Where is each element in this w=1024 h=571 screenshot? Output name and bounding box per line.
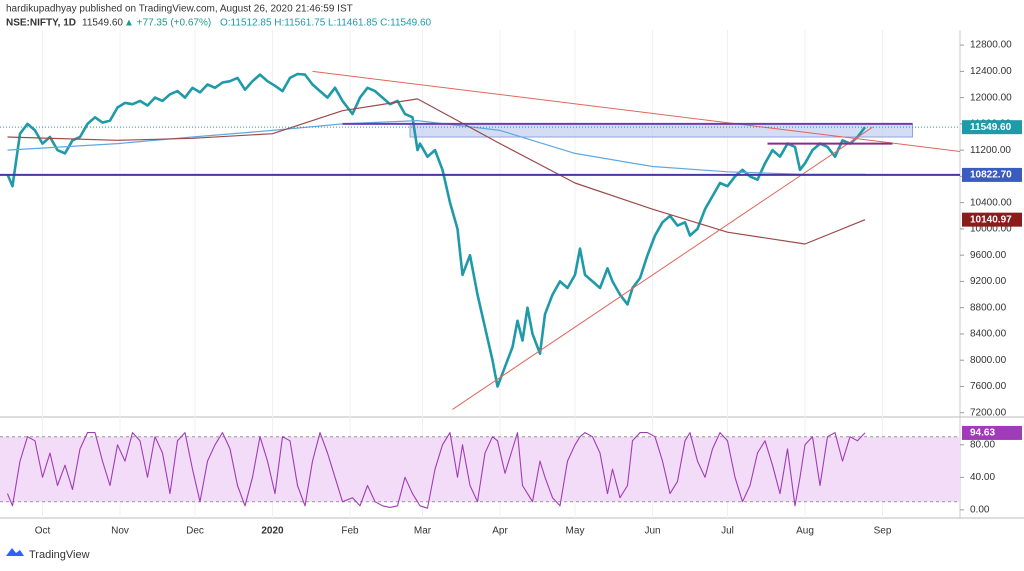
y-tick-label: 12000.00: [970, 92, 1012, 103]
price-tag: [962, 212, 1022, 227]
change: ▲ +77.35 (+0.67%): [124, 18, 211, 29]
symbol: NSE:NIFTY, 1D: [6, 18, 76, 29]
x-tick-label: Mar: [414, 526, 432, 537]
price-tag: [962, 425, 1022, 440]
x-tick-label: May: [566, 526, 585, 537]
x-tick-label: Feb: [341, 526, 359, 537]
publisher: hardikupadhyay published on TradingView.…: [6, 4, 353, 15]
y-tick-label: 8400.00: [970, 329, 1007, 340]
price-tag-label: 10822.70: [970, 170, 1012, 181]
y-tick-label: 7600.00: [970, 381, 1007, 392]
series-line: [7, 98, 866, 245]
last: 11549.60: [82, 18, 123, 29]
y-tick-label: 10000.00: [970, 224, 1012, 235]
brand: TradingView: [29, 549, 90, 561]
y-tick-label: 12400.00: [970, 66, 1012, 77]
y-tick-label: 9600.00: [970, 250, 1007, 261]
price-tag: [962, 167, 1022, 182]
price-tag: [962, 120, 1022, 135]
y-tick-label: 8000.00: [970, 355, 1007, 366]
ohlc: O:11512.85 H:11561.75 L:11461.85 C:11549…: [220, 18, 432, 29]
x-tick-label: 2020: [261, 526, 284, 537]
price-tag-label: 10140.97: [970, 214, 1012, 225]
price-tag-label: 94.63: [970, 428, 995, 439]
x-tick-label: Jul: [721, 526, 734, 537]
y-tick-label: 9200.00: [970, 276, 1007, 287]
y-tick-label: 8800.00: [970, 302, 1007, 313]
x-tick-label: Nov: [111, 526, 129, 537]
y-tick-label: 80.00: [970, 439, 995, 450]
brand-logo: [6, 548, 24, 556]
series-line: [6, 72, 867, 388]
x-tick-label: Dec: [186, 526, 204, 537]
y-tick-label: 12800.00: [970, 40, 1012, 51]
x-tick-label: Aug: [796, 526, 814, 537]
y-tick-label: 11200.00: [970, 145, 1011, 156]
y-tick-label: 10400.00: [970, 197, 1012, 208]
series-line: [6, 432, 866, 509]
x-tick-label: Sep: [874, 526, 892, 537]
price-tag-label: 11549.60: [970, 122, 1012, 133]
x-tick-label: Oct: [35, 526, 51, 537]
y-tick-label: 7200.00: [970, 407, 1007, 418]
y-tick-label: 0.00: [970, 505, 990, 516]
y-tick-label: 40.00: [970, 472, 995, 483]
x-tick-label: Apr: [492, 526, 508, 537]
x-tick-label: Jun: [644, 526, 660, 537]
band: [0, 436, 960, 502]
trendline: [312, 70, 961, 152]
